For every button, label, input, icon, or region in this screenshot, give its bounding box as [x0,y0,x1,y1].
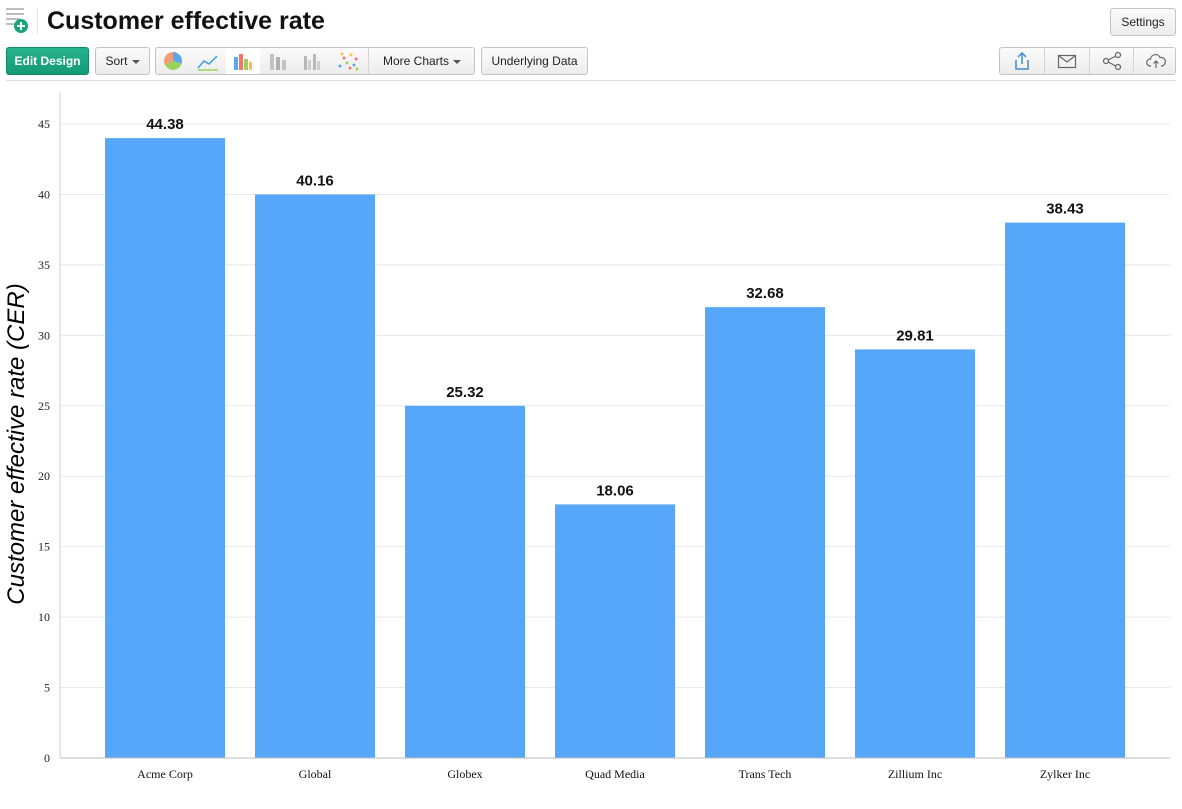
pie-chart-icon[interactable] [156,48,190,74]
bar [255,194,375,758]
x-tick-label: Quad Media [585,767,645,781]
mail-icon[interactable] [1045,48,1089,74]
data-label: 40.16 [296,172,334,189]
y-tick-label: 10 [38,610,50,624]
grouped-bar-icon[interactable] [296,48,330,74]
share-divider [1089,48,1090,74]
y-tick-label: 40 [38,187,50,201]
y-tick-label: 25 [38,399,50,413]
stacked-bar-icon[interactable] [261,48,295,74]
y-tick-label: 30 [38,328,50,342]
more-charts-button[interactable]: More Charts [368,48,475,74]
bar [855,349,975,758]
y-tick-label: 45 [38,117,50,131]
bar-chart: 44.38 40.16 25.32 18.06 32.68 29.81 38.43 0 5 10… [38,92,1170,781]
y-tick-label: 20 [38,469,50,483]
data-label: 18.06 [596,482,634,499]
x-tick-label: Zylker Inc [1040,767,1090,781]
bar [555,504,675,758]
settings-button[interactable]: Settings [1110,8,1176,36]
bar [705,307,825,758]
y-tick-label: 15 [38,540,50,554]
data-label: 44.38 [146,116,184,133]
x-tick-label: Globex [447,767,482,781]
export-icon[interactable] [1000,48,1044,74]
x-tick-label: Global [299,767,332,781]
sort-label: Sort [105,54,128,68]
bar [405,405,525,758]
chart-area: 44.38 40.16 25.32 18.06 32.68 29.81 38.43 0 5 10… [0,84,1182,804]
title-divider [37,8,38,34]
data-label: 25.32 [446,384,484,401]
title-bar: Customer effective rate Settings [0,0,1182,44]
sort-button[interactable]: Sort [95,47,150,75]
edit-design-button[interactable]: Edit Design [6,47,89,75]
bar [1005,222,1125,759]
share-divider [1133,48,1134,74]
share-divider [1044,48,1045,74]
y-tick-label: 5 [44,681,50,695]
report-menu-icon[interactable] [6,6,30,34]
data-label: 32.68 [746,285,784,302]
page-title: Customer effective rate [47,7,325,35]
y-tick-label: 35 [38,258,50,272]
y-tick-label: 0 [44,751,50,765]
x-tick-label: Trans Tech [739,767,792,781]
share-toolbar [999,47,1176,75]
chevron-down-icon [453,59,462,64]
line-chart-icon[interactable] [191,48,225,74]
more-charts-label: More Charts [382,54,450,68]
underlying-data-button[interactable]: Underlying Data [481,47,588,75]
data-label: 38.43 [1046,201,1084,218]
scatter-chart-icon[interactable] [331,48,365,74]
x-tick-label: Acme Corp [137,767,193,781]
chevron-down-icon [131,59,140,64]
share-icon[interactable] [1090,48,1134,74]
cloud-upload-icon[interactable] [1134,48,1176,74]
data-label: 29.81 [896,327,934,344]
bar-chart-icon[interactable] [226,48,260,74]
toolbar-separator [6,80,1176,81]
x-tick-label: Zillium Inc [888,767,942,781]
chart-type-selector: More Charts [155,47,475,75]
y-axis-title: Customer effective rate (CER) [3,283,30,605]
bar [105,138,225,759]
